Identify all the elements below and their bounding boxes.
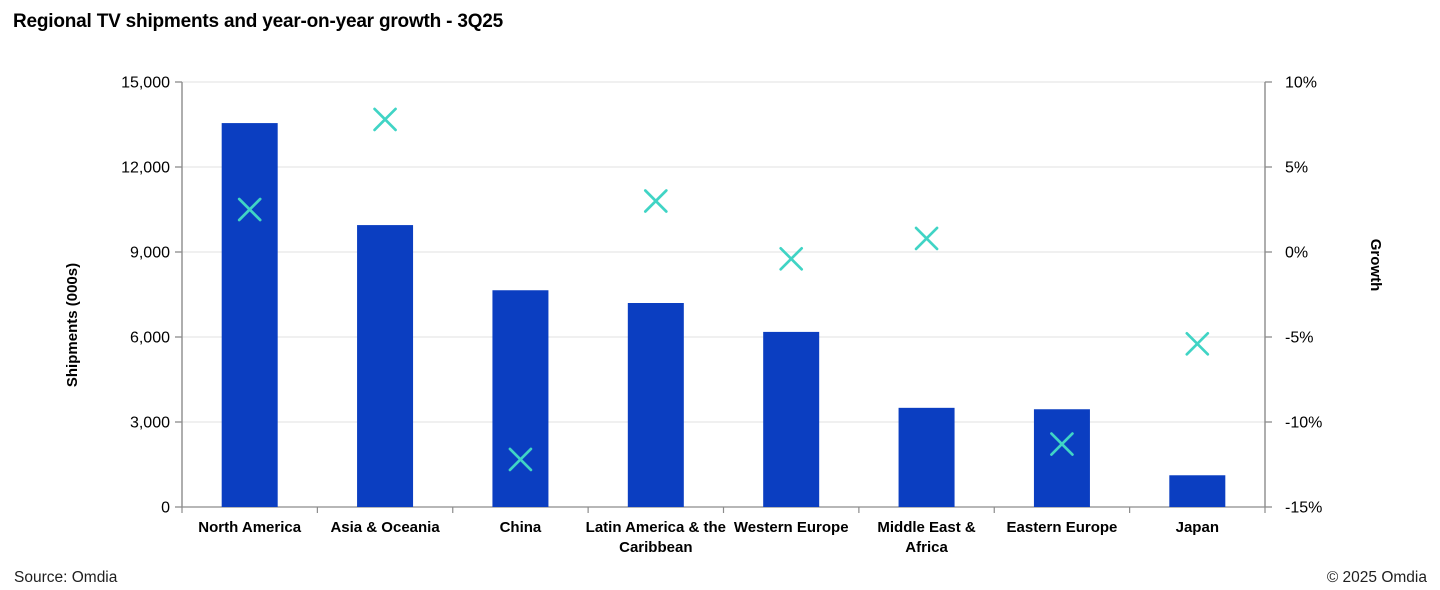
growth-x-marker — [1050, 432, 1074, 456]
shipments-bar — [221, 123, 278, 507]
x-axis-category-label: Latin America & the — [586, 519, 726, 536]
x-axis-category-label: Asia & Oceania — [330, 519, 440, 536]
shipments-bar — [763, 331, 820, 507]
x-axis-category-label: Middle East & — [877, 519, 976, 536]
right-axis-tick-label: 0% — [1285, 245, 1308, 262]
growth-x-marker — [779, 246, 804, 271]
shipments-bar — [627, 303, 684, 507]
x-axis-category-label: Caribbean — [619, 539, 692, 556]
shipments-bar — [492, 290, 549, 507]
x-axis-category-label: Eastern Europe — [1007, 519, 1118, 536]
chart-title: Regional TV shipments and year-on-year g… — [13, 11, 504, 32]
growth-x-marker — [508, 447, 533, 472]
right-axis-tick-label: 10% — [1285, 75, 1317, 92]
shipments-bar — [357, 225, 414, 508]
right-axis-tick-label: 5% — [1285, 160, 1308, 177]
left-axis-title: Shipments (000s) — [64, 263, 81, 387]
left-axis-tick-label: 6,000 — [130, 330, 170, 347]
left-axis-tick-label: 12,000 — [121, 160, 170, 177]
x-axis-category-label: North America — [198, 519, 301, 536]
x-axis-category-label: Japan — [1176, 519, 1219, 536]
left-axis-tick-label: 0 — [161, 500, 170, 517]
growth-x-marker — [373, 107, 397, 132]
shipments-bar — [1033, 409, 1090, 507]
x-axis-category-label: Western Europe — [734, 519, 849, 536]
right-axis-title: Growth — [1367, 239, 1384, 292]
right-axis-tick-label: -15% — [1285, 500, 1322, 517]
shipments-bar — [1169, 475, 1226, 507]
right-axis-tick-label: -5% — [1285, 330, 1313, 347]
x-axis-category-label: China — [500, 519, 542, 536]
left-axis-tick-label: 3,000 — [130, 415, 170, 432]
growth-x-marker — [1185, 331, 1210, 356]
source-note: Source: Omdia — [14, 569, 118, 586]
left-axis-tick-label: 9,000 — [130, 245, 170, 262]
left-axis-tick-label: 15,000 — [121, 75, 170, 92]
growth-x-marker — [643, 189, 668, 213]
shipments-bar — [898, 407, 955, 507]
x-axis-category-label: Africa — [905, 539, 948, 556]
right-axis-tick-label: -10% — [1285, 415, 1322, 432]
copyright-note: © 2025 Omdia — [1326, 569, 1427, 586]
growth-x-marker — [237, 197, 262, 222]
growth-x-marker — [914, 226, 939, 251]
